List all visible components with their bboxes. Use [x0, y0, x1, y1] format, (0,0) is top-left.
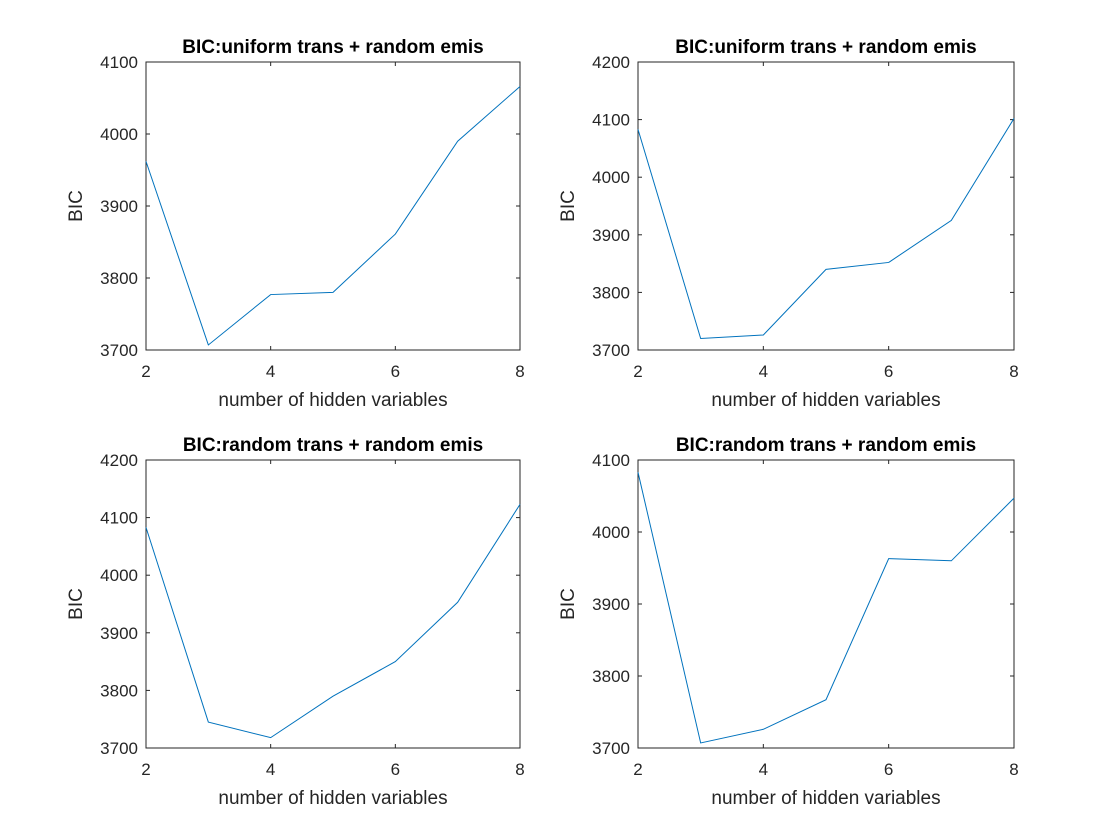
axes-box [637, 61, 1015, 351]
x-axis-label: number of hidden variables [218, 788, 447, 809]
x-tick-label: 2 [633, 760, 642, 779]
y-tick-label: 3700 [100, 341, 138, 360]
y-tick-label: 4100 [100, 53, 138, 72]
x-tick-label: 8 [1009, 362, 1018, 381]
y-tick-label: 4200 [592, 53, 630, 72]
y-tick-label: 3800 [592, 667, 630, 686]
subplot-3: 2 4 6 8 3700 3800 3900 4000 4100 4200 BIC:random t… [66, 435, 525, 809]
x-tick-label: 6 [391, 760, 400, 779]
chart-title: BIC:uniform trans + random emis [675, 37, 976, 58]
axes-box [145, 459, 521, 749]
y-tick-label: 3900 [100, 624, 138, 643]
y-axis-label: BIC [66, 190, 87, 222]
y-tick-label: 4100 [100, 509, 138, 528]
y-tick-label: 4100 [592, 451, 630, 470]
axes-box [637, 459, 1015, 749]
x-axis-label: number of hidden variables [711, 390, 940, 411]
y-tick-label: 3900 [592, 595, 630, 614]
x-tick-label: 2 [141, 362, 150, 381]
y-tick-label: 3700 [100, 739, 138, 758]
y-tick-label: 4000 [592, 523, 630, 542]
subplot-2: 2 4 6 8 3700 3800 3900 4000 4100 4200 BIC:uniform … [558, 37, 1019, 411]
series-line [637, 472, 1015, 744]
y-tick-label: 3900 [592, 226, 630, 245]
x-tick-label: 8 [515, 362, 524, 381]
x-axis-label: number of hidden variables [218, 390, 447, 411]
chart-title: BIC:random trans + random emis [676, 435, 976, 456]
series-line [145, 86, 521, 346]
y-tick-label: 4100 [592, 111, 630, 130]
x-tick-label: 6 [884, 760, 893, 779]
y-tick-label: 4000 [100, 125, 138, 144]
y-tick-label: 3900 [100, 197, 138, 216]
y-tick-label: 4000 [100, 566, 138, 585]
y-axis-label: BIC [66, 588, 87, 620]
y-tick-label: 3700 [592, 739, 630, 758]
x-axis-label: number of hidden variables [711, 788, 940, 809]
y-axis-label: BIC [558, 588, 579, 620]
x-tick-label: 2 [633, 362, 642, 381]
x-tick-label: 4 [759, 760, 768, 779]
x-tick-label: 8 [515, 760, 524, 779]
x-tick-label: 4 [266, 362, 275, 381]
subplot-4: 2 4 6 8 3700 3800 3900 4000 4100 BIC:random trans… [558, 435, 1019, 809]
x-tick-label: 8 [1009, 760, 1018, 779]
y-tick-label: 3800 [100, 269, 138, 288]
axes-box [145, 61, 521, 351]
x-tick-label: 6 [884, 362, 893, 381]
y-tick-label: 4200 [100, 451, 138, 470]
x-tick-label: 4 [266, 760, 275, 779]
x-tick-label: 4 [759, 362, 768, 381]
series-line [145, 504, 521, 739]
y-tick-label: 3800 [592, 283, 630, 302]
subplot-1: 2 4 6 8 3700 3800 3900 4000 4100 BIC:uniform tran… [66, 37, 525, 411]
series-line [637, 118, 1015, 340]
x-tick-label: 6 [391, 362, 400, 381]
y-axis-label: BIC [558, 190, 579, 222]
y-tick-label: 4000 [592, 168, 630, 187]
chart-title: BIC:random trans + random emis [183, 435, 483, 456]
y-tick-label: 3700 [592, 341, 630, 360]
y-tick-label: 3800 [100, 681, 138, 700]
x-tick-label: 2 [141, 760, 150, 779]
chart-title: BIC:uniform trans + random emis [182, 37, 483, 58]
